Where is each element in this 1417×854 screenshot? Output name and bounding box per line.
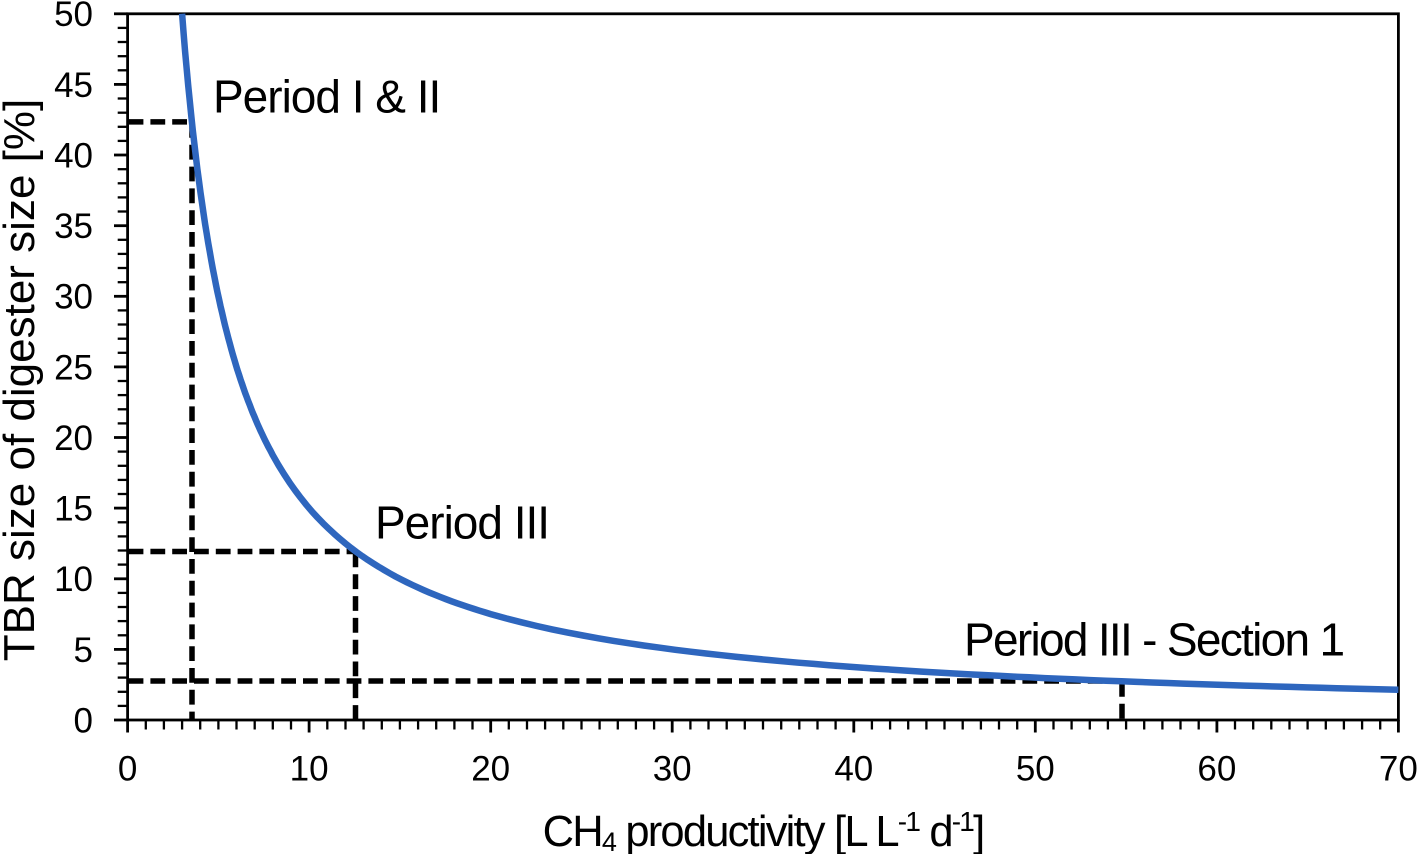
svg-text:25: 25 (54, 348, 93, 387)
svg-text:Period I & II: Period I & II (213, 71, 440, 123)
svg-text:10: 10 (290, 750, 329, 789)
svg-text:10: 10 (54, 560, 93, 599)
svg-text:Period III: Period III (375, 497, 549, 549)
svg-text:50: 50 (54, 0, 93, 34)
svg-text:30: 30 (653, 750, 692, 789)
svg-text:Period III - Section 1: Period III - Section 1 (964, 614, 1343, 666)
svg-text:70: 70 (1379, 750, 1417, 789)
svg-text:30: 30 (54, 278, 93, 317)
svg-text:TBR size of digester size [%]: TBR size of digester size [%] (0, 99, 44, 661)
svg-text:40: 40 (54, 136, 93, 175)
svg-text:20: 20 (54, 419, 93, 458)
svg-text:35: 35 (54, 207, 93, 246)
svg-text:5: 5 (74, 631, 93, 670)
svg-text:60: 60 (1197, 750, 1236, 789)
svg-text:0: 0 (74, 701, 93, 740)
svg-text:50: 50 (1016, 750, 1055, 789)
svg-text:45: 45 (54, 66, 93, 105)
svg-text:0: 0 (118, 750, 137, 789)
svg-text:15: 15 (54, 490, 93, 529)
svg-text:20: 20 (471, 750, 510, 789)
svg-text:40: 40 (834, 750, 873, 789)
